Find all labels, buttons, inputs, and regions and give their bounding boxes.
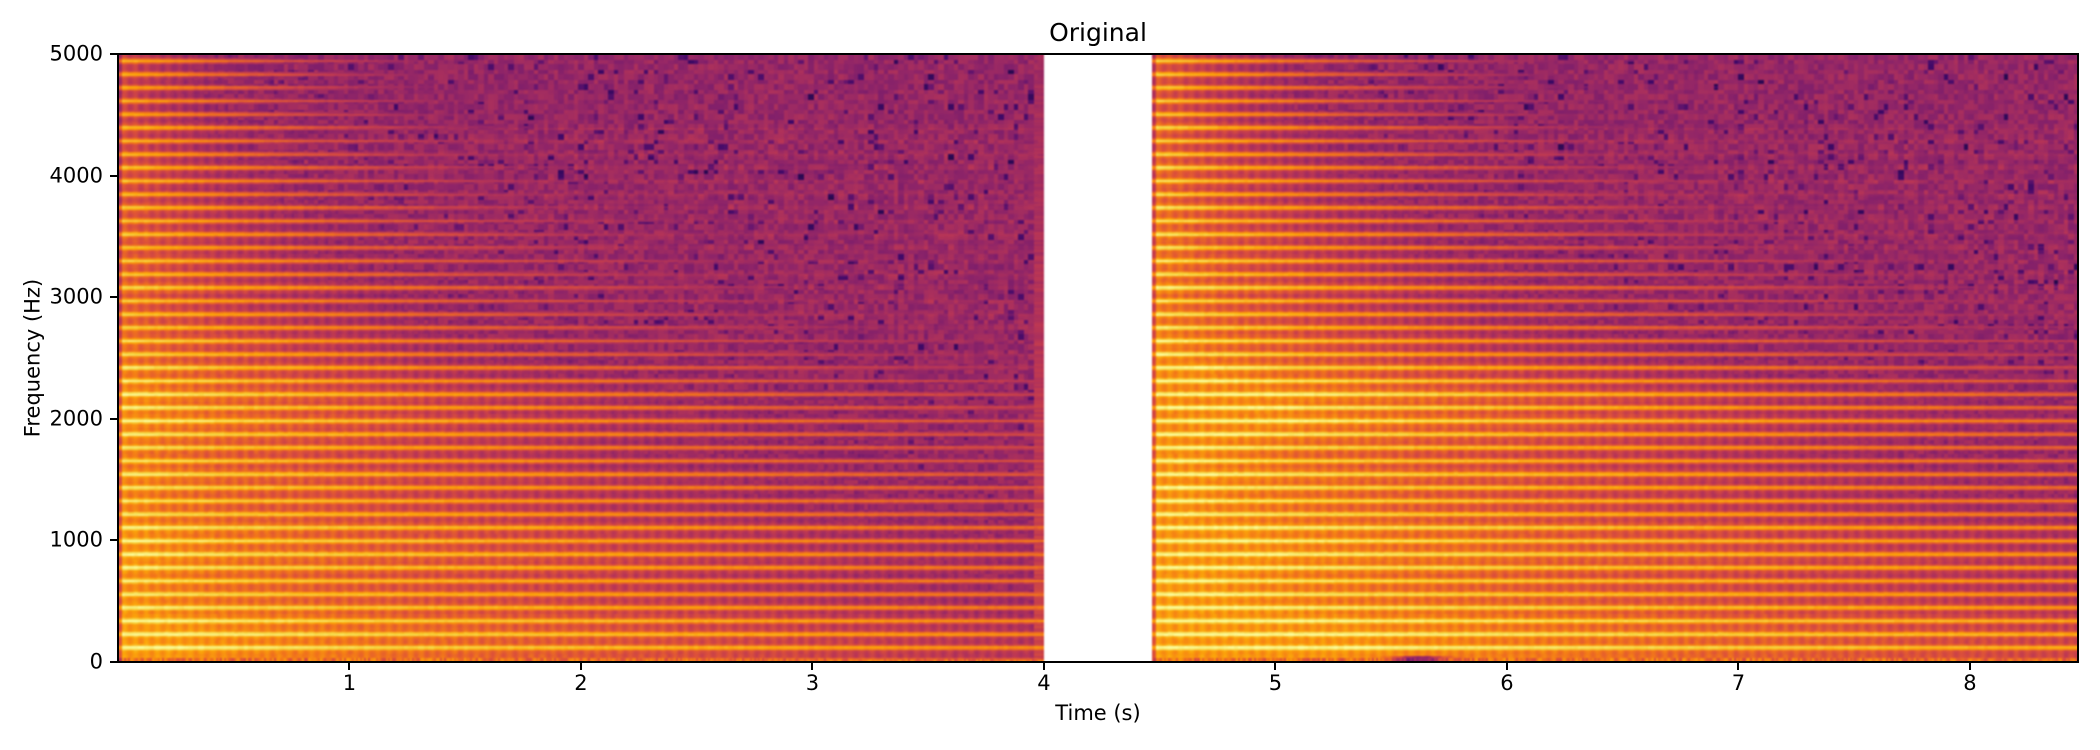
x-tick-mark — [1505, 663, 1508, 670]
x-axis-label: Time (s) — [1055, 701, 1141, 725]
x-tick-label: 1 — [342, 671, 357, 695]
x-tick-mark — [811, 663, 814, 670]
y-tick-mark — [110, 53, 117, 55]
x-tick-label: 4 — [1037, 671, 1051, 695]
y-tick-label: 3000 — [49, 284, 103, 309]
y-tick-mark — [110, 539, 117, 542]
y-axis-label: Frequency (Hz) — [20, 278, 45, 438]
x-tick-label: 3 — [805, 671, 820, 695]
plot-area: 1 2 3 4 5 6 7 8 0 1000 2000 3000 4000 5000 — [50, 43, 2079, 694]
y-tick-mark — [110, 174, 117, 177]
x-tick-mark — [1968, 663, 1971, 670]
x-tick-label: 7 — [1731, 671, 1746, 695]
y-tick-label: 0 — [89, 649, 103, 674]
y-tick-label: 4000 — [49, 163, 103, 188]
x-tick-mark — [579, 663, 582, 670]
x-tick-mark — [1274, 663, 1277, 670]
x-tick-label: 6 — [1500, 671, 1514, 695]
y-tick-label: 5000 — [49, 41, 103, 66]
x-tick-mark — [348, 663, 351, 670]
spectrogram-canvas — [118, 54, 2078, 662]
chart-title: Original — [1049, 18, 1147, 47]
y-tick-label: 1000 — [49, 527, 103, 552]
y-tick-mark — [110, 296, 117, 299]
x-tick-label: 5 — [1268, 671, 1283, 695]
y-tick-label: 2000 — [49, 406, 103, 431]
x-tick-mark — [1042, 663, 1045, 670]
x-tick-mark — [1737, 663, 1740, 670]
y-tick-mark — [110, 417, 117, 420]
y-tick-mark — [110, 661, 117, 663]
x-tick-label: 8 — [1963, 671, 1977, 695]
x-tick-label: 2 — [574, 671, 588, 695]
